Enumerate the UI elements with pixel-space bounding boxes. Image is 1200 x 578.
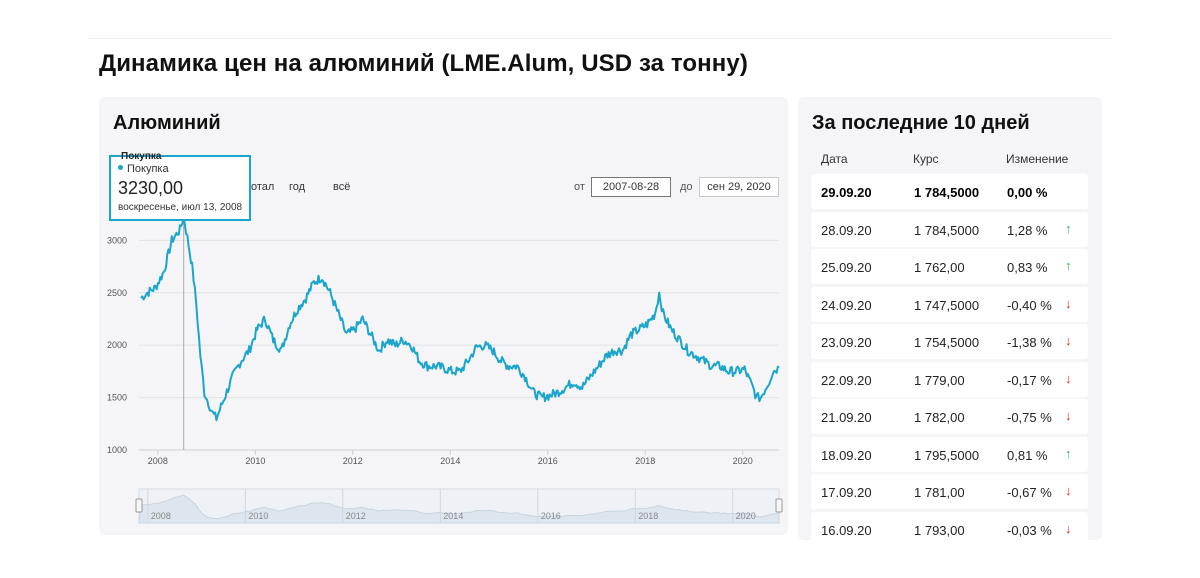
chart-panel: Алюминий отал год всё от 2007-08-28 до с… [99, 97, 788, 535]
navigator-tick-label: 2014 [443, 511, 463, 521]
navigator-tick-label: 2016 [541, 511, 561, 521]
page-title: Динамика цен на алюминий (LME.Alum, USD … [99, 50, 748, 77]
row-rate: 1 747,5000 [914, 297, 980, 313]
row-change: -0,03 % [1007, 522, 1052, 538]
header-date: Дата [821, 152, 848, 166]
row-date: 25.09.20 [821, 260, 872, 275]
x-tick-label: 2012 [343, 456, 363, 466]
table-row[interactable]: 22.09.20 1 779,00 -0,17 % ↓ [811, 361, 1088, 397]
row-date: 23.09.20 [821, 335, 872, 350]
tooltip: Покупка 3230,00 воскресенье, июл 13, 200… [109, 155, 251, 221]
range-link-year[interactable]: год [289, 181, 306, 193]
x-tick-label: 2010 [245, 456, 265, 466]
row-change: 1,28 % [1007, 222, 1048, 238]
table-row[interactable]: 29.09.20 1 784,5000 0,00 % [811, 174, 1088, 209]
x-tick-label: 2008 [148, 456, 168, 466]
navigator-tick-label: 2020 [736, 511, 756, 521]
table-title: За последние 10 дней [812, 112, 1030, 134]
tooltip-value: 3230,00 [118, 178, 184, 198]
row-change: -0,75 % [1007, 410, 1052, 425]
table-row[interactable]: 25.09.20 1 762,00 0,83 % ↑ [811, 249, 1088, 284]
table-row[interactable]: 16.09.20 1 793,00 -0,03 % ↓ [811, 511, 1088, 540]
navigator-tick-label: 2008 [151, 511, 171, 521]
row-date: 17.09.20 [821, 485, 872, 500]
y-tick-label: 1000 [107, 445, 127, 455]
row-change: 0,00 % [1007, 185, 1048, 200]
row-rate: 1 779,00 [914, 372, 965, 388]
tooltip-header: Покупка [121, 151, 162, 162]
navigator-tick-label: 2010 [248, 511, 268, 521]
row-rate: 1 784,5000 [914, 222, 980, 238]
navigator-tick-label: 2018 [638, 511, 658, 521]
x-tick-label: 2014 [440, 456, 460, 466]
navigator-handle-right[interactable] [775, 498, 783, 513]
table-row[interactable]: 18.09.20 1 795,5000 0,81 % ↑ [811, 436, 1088, 472]
navigator-area [138, 494, 780, 524]
row-change: -1,38 % [1007, 335, 1052, 350]
table-row[interactable]: 28.09.20 1 784,5000 1,28 % ↑ [811, 211, 1088, 247]
y-tick-label: 2000 [107, 340, 127, 350]
y-tick-label: 2500 [107, 288, 127, 298]
from-label: от [574, 181, 585, 193]
to-label: до [680, 181, 693, 193]
row-date: 22.09.20 [821, 372, 872, 388]
row-change: -0,67 % [1007, 485, 1052, 500]
row-date: 29.09.20 [821, 185, 872, 200]
arrow-up-icon: ↑ [1065, 445, 1072, 461]
last-10-days-panel: За последние 10 дней Дата Курс Изменение… [798, 97, 1102, 540]
arrow-down-icon: ↓ [1065, 333, 1072, 348]
row-date: 21.09.20 [821, 410, 872, 425]
row-rate: 1 781,00 [914, 485, 965, 500]
row-rate: 1 762,00 [914, 260, 965, 275]
row-rate: 1 784,5000 [914, 185, 980, 200]
header-change: Изменение [1006, 152, 1069, 166]
from-date-input[interactable]: 2007-08-28 [591, 177, 671, 197]
row-rate: 1 782,00 [914, 410, 965, 425]
row-rate: 1 754,5000 [914, 335, 980, 350]
arrow-down-icon: ↓ [1065, 520, 1072, 536]
y-tick-label: 1500 [107, 393, 127, 403]
arrow-up-icon: ↑ [1065, 258, 1072, 273]
chart-title: Алюминий [113, 112, 221, 134]
navigator-tick-label: 2012 [346, 511, 366, 521]
header-rate: Курс [913, 152, 939, 166]
arrow-down-icon: ↓ [1065, 483, 1072, 498]
navigator-handle-left[interactable] [135, 498, 143, 513]
series-line [140, 215, 780, 422]
table-row[interactable]: 17.09.20 1 781,00 -0,67 % ↓ [811, 474, 1088, 509]
row-change: -0,17 % [1007, 372, 1052, 388]
row-change: 0,81 % [1007, 447, 1048, 463]
row-change: 0,83 % [1007, 260, 1048, 275]
row-rate: 1 795,5000 [914, 447, 980, 463]
top-divider [88, 38, 1112, 39]
row-date: 18.09.20 [821, 447, 872, 463]
row-change: -0,40 % [1007, 297, 1052, 313]
row-date: 24.09.20 [821, 297, 872, 313]
row-rate: 1 793,00 [914, 522, 965, 538]
table-row[interactable]: 23.09.20 1 754,5000 -1,38 % ↓ [811, 324, 1088, 359]
tooltip-date: воскресенье, июл 13, 2008 [118, 202, 243, 213]
arrow-down-icon: ↓ [1065, 370, 1072, 386]
navigator[interactable]: 2008 2010 2012 2014 2016 2018 2020 [135, 488, 783, 524]
x-tick-label: 2018 [635, 456, 655, 466]
table-row[interactable]: 21.09.20 1 782,00 -0,75 % ↓ [811, 399, 1088, 434]
y-tick-label: 3000 [107, 235, 127, 245]
tooltip-series: Покупка [118, 163, 169, 175]
x-tick-label: 2016 [538, 456, 558, 466]
tooltip-series-label: Покупка [127, 163, 169, 175]
x-tick-label: 2020 [733, 456, 753, 466]
price-chart[interactable]: 1000 1500 2000 2500 3000 2008 2010 2012 2014 201… [99, 97, 788, 535]
arrow-down-icon: ↓ [1065, 295, 1072, 311]
to-date-input[interactable]: сен 29, 2020 [699, 177, 779, 197]
arrow-up-icon: ↑ [1065, 220, 1072, 236]
series-dot-icon [118, 165, 123, 170]
table-row[interactable]: 24.09.20 1 747,5000 -0,40 % ↓ [811, 286, 1088, 322]
range-link-quarter[interactable]: отал [251, 181, 275, 193]
row-date: 16.09.20 [821, 522, 872, 538]
row-date: 28.09.20 [821, 222, 872, 238]
range-link-all[interactable]: всё [333, 181, 351, 193]
arrow-down-icon: ↓ [1065, 408, 1072, 423]
